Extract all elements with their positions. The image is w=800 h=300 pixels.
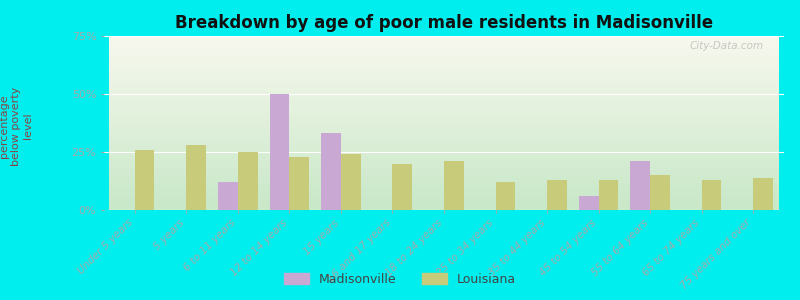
Bar bbox=[186, 145, 206, 210]
Bar bbox=[444, 161, 463, 210]
Bar bbox=[218, 182, 238, 210]
Bar bbox=[547, 180, 566, 210]
Bar bbox=[270, 94, 290, 210]
Bar bbox=[238, 152, 258, 210]
Bar bbox=[579, 196, 598, 210]
Text: City-Data.com: City-Data.com bbox=[690, 41, 763, 51]
Bar bbox=[135, 150, 154, 210]
Bar bbox=[753, 178, 773, 210]
Bar bbox=[341, 154, 361, 210]
Bar bbox=[650, 175, 670, 210]
Bar bbox=[630, 161, 650, 210]
Legend: Madisonville, Louisiana: Madisonville, Louisiana bbox=[279, 268, 521, 291]
Text: percentage
below poverty
level: percentage below poverty level bbox=[0, 86, 33, 166]
Bar bbox=[393, 164, 412, 210]
Bar bbox=[598, 180, 618, 210]
Title: Breakdown by age of poor male residents in Madisonville: Breakdown by age of poor male residents … bbox=[175, 14, 713, 32]
Bar bbox=[495, 182, 515, 210]
Bar bbox=[290, 157, 309, 210]
Bar bbox=[322, 134, 341, 210]
Bar bbox=[702, 180, 721, 210]
